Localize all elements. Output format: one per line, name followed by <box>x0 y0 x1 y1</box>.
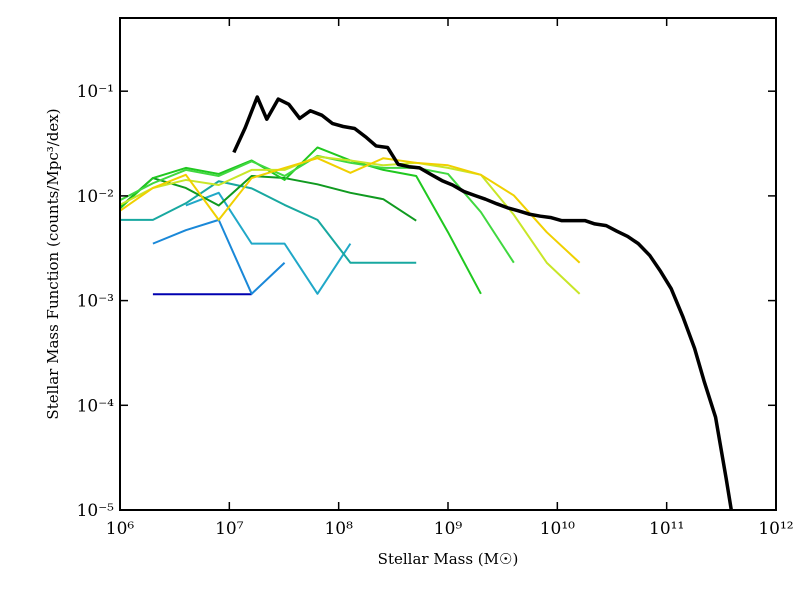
x-tick-label: 10⁹ <box>434 519 463 539</box>
x-tick-label: 10¹² <box>758 519 793 539</box>
series-line <box>120 180 417 264</box>
series-line <box>152 218 286 295</box>
series-line <box>185 191 352 295</box>
x-tick-label: 10⁷ <box>215 519 244 539</box>
x-tick-label: 10⁸ <box>324 519 353 539</box>
series-line <box>232 95 734 510</box>
y-tick-label: 10⁻⁵ <box>77 501 115 521</box>
x-tick-label: 10⁶ <box>106 519 135 539</box>
x-tick-label: 10¹¹ <box>649 519 684 539</box>
plot-frame <box>119 17 777 511</box>
plot-area <box>120 95 734 510</box>
x-axis-label: Stellar Mass (M☉) <box>378 550 519 568</box>
y-tick-label: 10⁻³ <box>77 292 114 312</box>
y-tick-label: 10⁻¹ <box>77 82 114 102</box>
y-axis-label: Stellar Mass Function (counts/Mpc³/dex) <box>44 108 62 419</box>
x-tick-label: 10¹⁰ <box>540 519 575 539</box>
y-tick-label: 10⁻⁴ <box>77 396 115 416</box>
series-line <box>120 157 581 264</box>
y-tick-label: 10⁻² <box>77 187 114 207</box>
series-line <box>120 155 581 295</box>
